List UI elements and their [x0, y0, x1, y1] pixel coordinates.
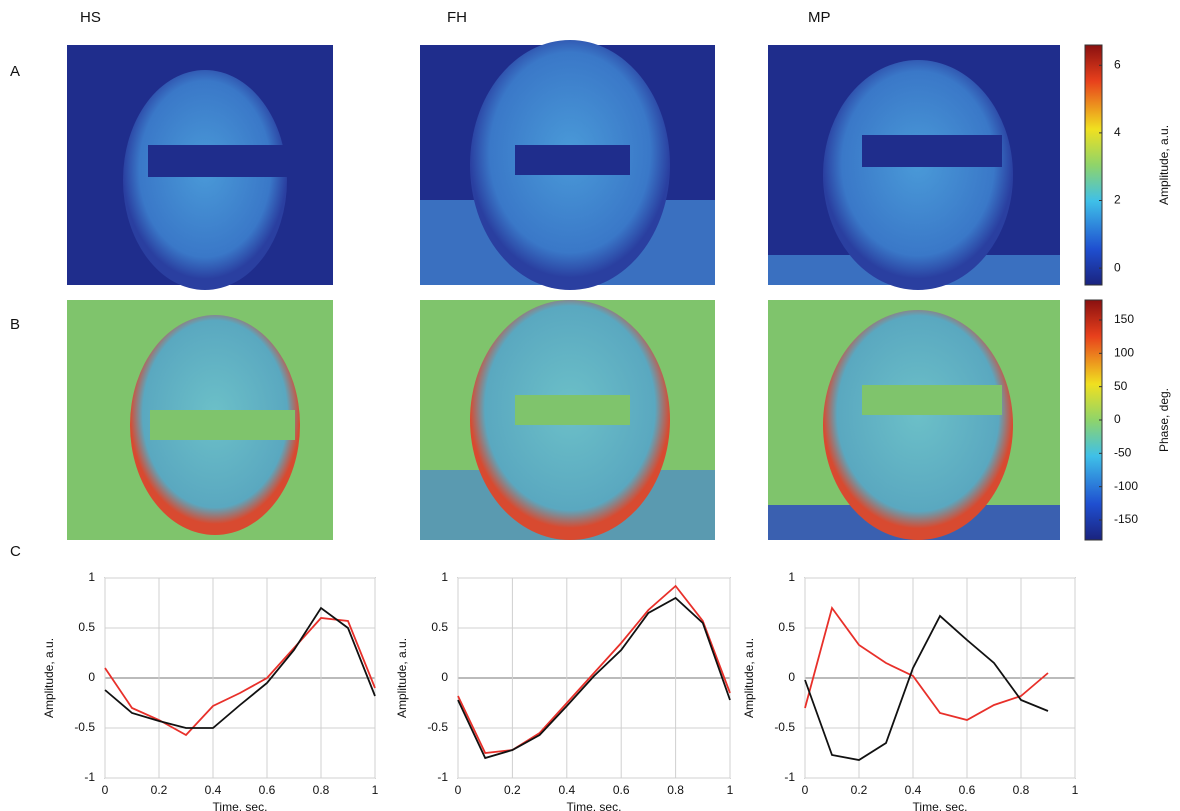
- x-tick-label: 0.2: [851, 783, 868, 797]
- x-tick-label: 0.4: [205, 783, 222, 797]
- y-tick-label: 1: [88, 570, 95, 584]
- row-label: A: [10, 63, 20, 80]
- colorbar-tick-label: 2: [1114, 193, 1121, 207]
- y-tick-label: 0.5: [778, 620, 795, 634]
- colorbar-title: Phase, deg.: [1157, 388, 1171, 452]
- colorbar-tick-label: 6: [1114, 57, 1121, 71]
- x-tick-label: 1: [727, 783, 734, 797]
- y-tick-label: 0: [88, 670, 95, 684]
- y-tick-label: 0: [441, 670, 448, 684]
- x-tick-label: 0.8: [1013, 783, 1030, 797]
- colorbar-tick-label: 0: [1114, 260, 1121, 274]
- x-axis-title: Time, sec.: [213, 800, 268, 811]
- x-tick-label: 0: [102, 783, 109, 797]
- x-tick-label: 1: [1072, 783, 1079, 797]
- phase-maps: [67, 300, 1060, 540]
- y-tick-label: 0: [788, 670, 795, 684]
- colorbar-tick-label: 50: [1114, 379, 1128, 393]
- colorbar-tick-label: 4: [1114, 125, 1121, 139]
- y-tick-label: -1: [84, 770, 95, 784]
- y-axis-title: Amplitude, a.u.: [395, 638, 409, 718]
- figure: HS FH MP A B C -1 -0.5 0 0.5 1 0 0.2 0.4 0.6 0.8 1 Time, …: [0, 0, 1180, 811]
- x-tick-label: 0.6: [613, 783, 630, 797]
- colorbar-tick-label: 150: [1114, 312, 1134, 326]
- x-tick-label: 1: [372, 783, 379, 797]
- x-tick-label: 0.6: [259, 783, 276, 797]
- column-label: MP: [808, 9, 831, 26]
- y-tick-label: -0.5: [74, 720, 95, 734]
- colorbar-tick-label: -100: [1114, 479, 1138, 493]
- x-tick-label: 0.4: [905, 783, 922, 797]
- x-tick-label: 0: [802, 783, 809, 797]
- y-tick-label: -0.5: [427, 720, 448, 734]
- x-tick-label: 0.2: [151, 783, 168, 797]
- x-tick-label: 0.6: [959, 783, 976, 797]
- y-tick-label: 1: [441, 570, 448, 584]
- y-tick-label: 0.5: [78, 620, 95, 634]
- colorbar: [1085, 45, 1102, 285]
- column-label: HS: [80, 9, 101, 26]
- x-tick-label: 0.4: [558, 783, 575, 797]
- y-axis-title: Amplitude, a.u.: [42, 638, 56, 718]
- column-label: FH: [447, 9, 467, 26]
- colorbar-tick-label: -150: [1114, 512, 1138, 526]
- y-axis-title: Amplitude, a.u.: [742, 638, 756, 718]
- row-label: B: [10, 316, 20, 333]
- x-axis-title: Time, sec.: [913, 800, 968, 811]
- amplitude-maps: [67, 40, 1060, 290]
- y-tick-label: -1: [784, 770, 795, 784]
- x-tick-label: 0.2: [504, 783, 521, 797]
- row-label: C: [10, 543, 21, 560]
- x-tick-label: 0.8: [667, 783, 684, 797]
- colorbar-title: Amplitude, a.u.: [1157, 125, 1171, 205]
- colorbar-tick-label: 100: [1114, 346, 1134, 360]
- x-axis-title: Time, sec.: [567, 800, 622, 811]
- x-tick-label: 0.8: [313, 783, 330, 797]
- y-tick-label: 1: [788, 570, 795, 584]
- y-tick-label: 0.5: [431, 620, 448, 634]
- y-tick-label: -0.5: [774, 720, 795, 734]
- colorbar-tick-label: -50: [1114, 446, 1132, 460]
- colorbar-tick-label: 0: [1114, 412, 1121, 426]
- y-tick-label: -1: [437, 770, 448, 784]
- x-tick-label: 0: [455, 783, 462, 797]
